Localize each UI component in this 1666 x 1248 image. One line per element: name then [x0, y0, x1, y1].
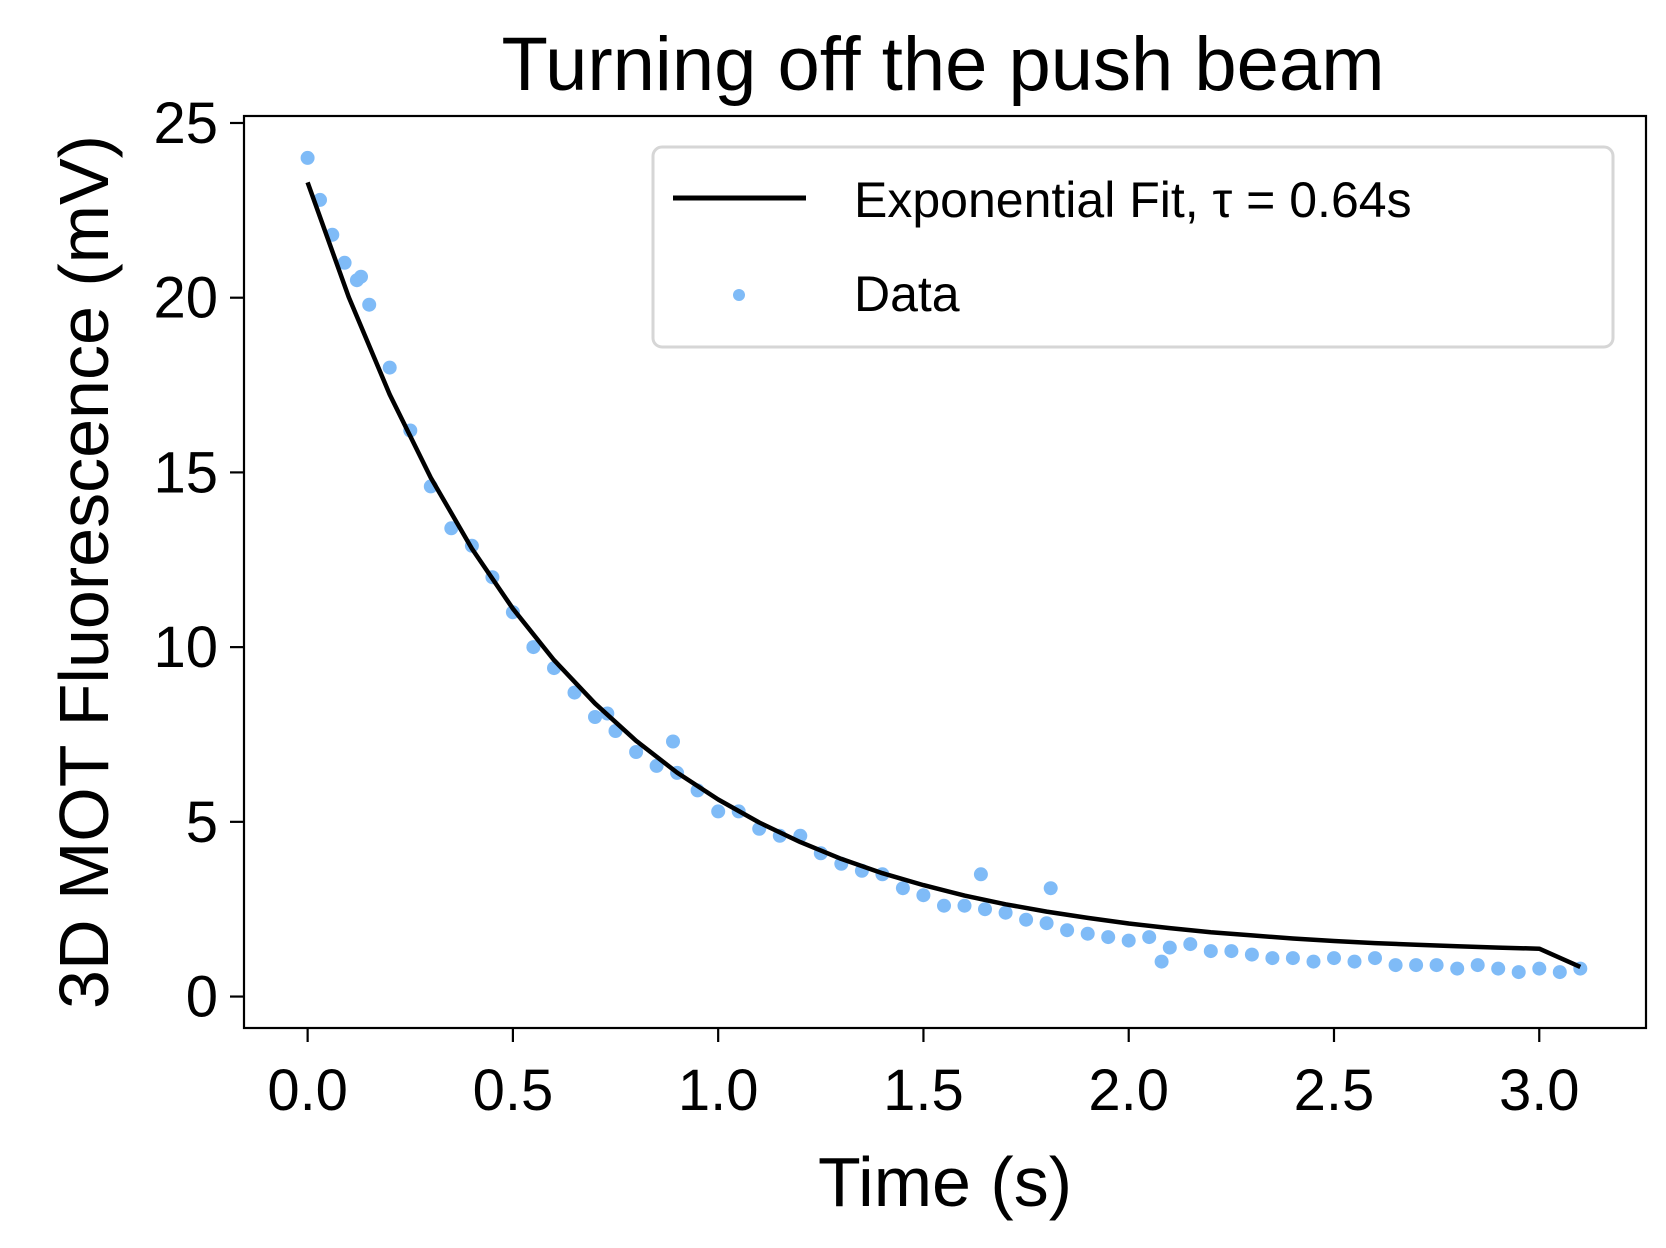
data-point — [1306, 954, 1321, 969]
x-tick-label: 2.5 — [1294, 1058, 1375, 1123]
x-tick-label: 0.0 — [267, 1058, 348, 1123]
plot-data-layer — [300, 150, 1588, 980]
data-point — [1121, 933, 1136, 948]
data-point — [1429, 958, 1444, 973]
data-point — [1101, 930, 1116, 945]
data-point — [1019, 912, 1034, 927]
legend-frame — [651, 145, 1615, 349]
data-point — [629, 745, 644, 759]
legend-dot-swatch — [733, 289, 745, 301]
data-point — [711, 804, 726, 819]
data-point — [1265, 951, 1280, 966]
data-point — [300, 150, 315, 165]
data-point — [1491, 961, 1506, 976]
data-point — [1224, 944, 1239, 959]
data-point — [957, 898, 972, 913]
x-tick-label: 0.5 — [473, 1058, 554, 1123]
fit-curve — [305, 181, 1582, 969]
data-point — [1409, 958, 1424, 973]
data-point — [526, 640, 541, 655]
data-point — [1532, 961, 1547, 976]
data-point — [649, 758, 664, 773]
x-axis-label: Time (s) — [818, 1143, 1072, 1221]
data-point — [1368, 951, 1382, 966]
data-point — [362, 297, 377, 312]
data-point — [1080, 926, 1095, 941]
y-tick-label: 20 — [153, 266, 218, 331]
data-point — [895, 881, 910, 896]
data-point — [354, 269, 368, 284]
x-axis-ticks: 0.0 0.5 1.0 1.5 2.0 2.5 3.0 — [267, 1028, 1580, 1123]
data-point — [1142, 930, 1157, 945]
x-tick-label: 1.5 — [883, 1058, 964, 1123]
data-point — [1162, 940, 1177, 955]
data-point — [444, 521, 459, 536]
y-tick-label: 10 — [153, 615, 218, 680]
data-point — [978, 902, 992, 917]
y-axis-ticks: 0 5 10 15 20 25 — [153, 91, 244, 1030]
data-point — [588, 710, 602, 724]
data-point — [337, 255, 352, 270]
data-point — [1060, 923, 1075, 938]
data-point — [1154, 954, 1169, 969]
data-point — [1327, 951, 1341, 966]
data-point — [973, 867, 988, 882]
legend: Exponential Fit, τ = 0.64s Data — [651, 145, 1615, 349]
data-point — [1039, 916, 1054, 931]
data-point — [916, 888, 931, 903]
data-point — [1285, 951, 1300, 966]
data-point — [1244, 947, 1259, 962]
y-tick-label: 0 — [186, 965, 218, 1030]
data-point — [1203, 944, 1218, 959]
data-point — [567, 685, 582, 700]
x-tick-label: 3.0 — [1499, 1058, 1580, 1123]
y-axis-label: 3D MOT Fluorescence (mV) — [45, 135, 123, 1009]
legend-label-fit: Exponential Fit, τ = 0.64s — [854, 172, 1412, 228]
data-point — [382, 360, 397, 375]
y-tick-label: 15 — [153, 440, 218, 505]
data-point — [1470, 958, 1485, 973]
legend-label-data: Data — [854, 266, 960, 322]
chart-title: Turning off the push beam — [501, 22, 1384, 107]
x-tick-label: 1.0 — [678, 1058, 759, 1123]
data-point — [1450, 961, 1465, 976]
data-point — [1511, 965, 1526, 980]
plot-frame — [242, 114, 1648, 1030]
data-point — [1043, 881, 1058, 896]
y-tick-label: 5 — [186, 790, 218, 855]
data-point — [998, 905, 1013, 920]
data-point — [937, 898, 951, 913]
data-point — [1552, 965, 1567, 980]
data-point — [1347, 954, 1362, 969]
y-tick-label: 25 — [153, 91, 218, 156]
x-tick-label: 2.0 — [1088, 1058, 1169, 1123]
data-point — [666, 734, 680, 749]
data-point — [1183, 937, 1198, 952]
data-point — [1388, 958, 1403, 973]
